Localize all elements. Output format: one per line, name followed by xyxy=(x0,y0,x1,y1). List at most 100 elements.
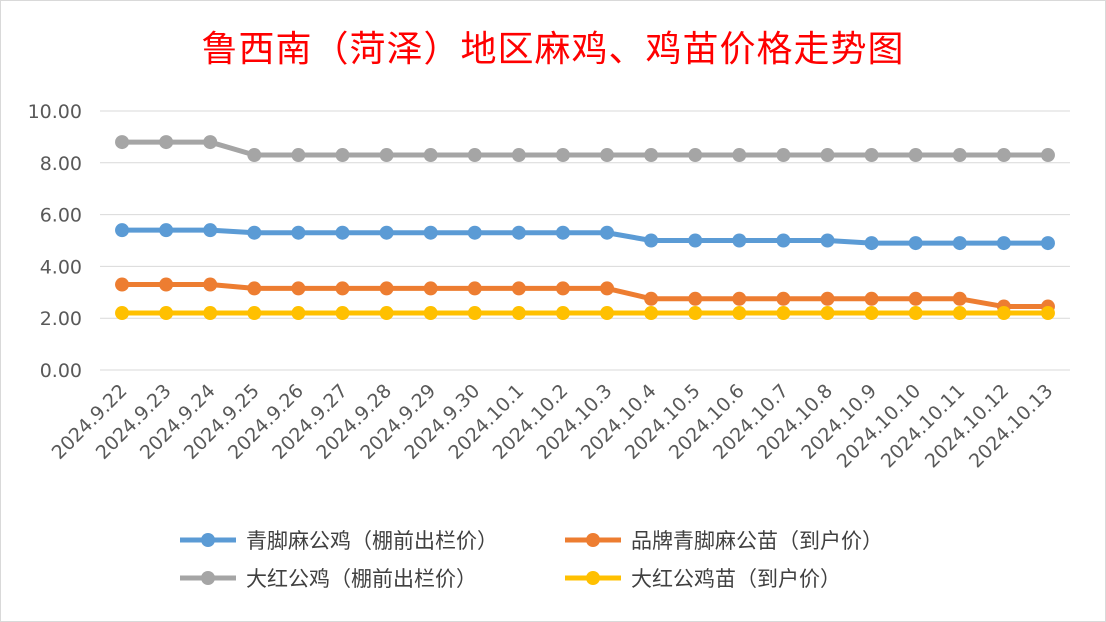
data-point xyxy=(247,281,262,296)
data-point xyxy=(291,148,306,163)
legend-item: 大红公鸡（棚前出栏价） xyxy=(180,567,477,591)
series-group xyxy=(115,135,1055,321)
legend-marker xyxy=(586,533,600,547)
data-point xyxy=(555,306,570,321)
data-point xyxy=(115,135,130,150)
data-point xyxy=(908,306,923,321)
data-point xyxy=(555,225,570,240)
legend-item: 青脚麻公鸡（棚前出栏价） xyxy=(180,529,498,553)
data-point xyxy=(423,306,438,321)
data-point xyxy=(379,148,394,163)
data-point xyxy=(952,236,967,251)
data-point xyxy=(423,281,438,296)
y-tick-label: 6.00 xyxy=(40,205,82,227)
data-point xyxy=(247,225,262,240)
data-point xyxy=(511,281,526,296)
data-point xyxy=(996,306,1011,321)
data-point xyxy=(335,148,350,163)
series-0 xyxy=(115,223,1055,251)
data-point xyxy=(952,306,967,321)
data-point xyxy=(335,225,350,240)
data-point xyxy=(644,291,659,306)
y-tick-label: 8.00 xyxy=(40,153,82,175)
legend-item: 品牌青脚麻公苗（到户价） xyxy=(565,529,883,553)
data-point xyxy=(379,225,394,240)
data-point xyxy=(335,306,350,321)
data-point xyxy=(644,306,659,321)
data-point xyxy=(511,148,526,163)
data-point xyxy=(864,148,879,163)
series-line xyxy=(122,227,1048,246)
data-point xyxy=(820,291,835,306)
data-point xyxy=(600,281,615,296)
legend: 青脚麻公鸡（棚前出栏价） 品牌青脚麻公苗（到户价） 大红公鸡（棚前出栏价） 大红公鸡苗… xyxy=(180,529,883,591)
data-point xyxy=(776,291,791,306)
y-tick-label: 2.00 xyxy=(40,308,82,330)
data-point xyxy=(203,223,218,238)
data-point xyxy=(555,281,570,296)
data-point xyxy=(379,281,394,296)
series-2 xyxy=(115,135,1055,163)
data-point xyxy=(115,223,130,238)
legend-label: 青脚麻公鸡（棚前出栏价） xyxy=(246,529,498,553)
data-point xyxy=(908,291,923,306)
data-point xyxy=(555,148,570,163)
data-point xyxy=(1040,306,1055,321)
data-point xyxy=(159,223,174,238)
data-point xyxy=(908,236,923,251)
data-point xyxy=(600,225,615,240)
legend-item: 大红公鸡苗（到户价） xyxy=(565,567,841,591)
data-point xyxy=(644,148,659,163)
series-line xyxy=(122,139,1048,158)
data-point xyxy=(1040,236,1055,251)
series-line xyxy=(122,282,1048,310)
data-point xyxy=(776,233,791,248)
legend-marker xyxy=(201,571,215,585)
y-axis: 0.00 2.00 4.00 6.00 8.00 10.00 xyxy=(28,101,82,382)
data-point xyxy=(952,291,967,306)
data-point xyxy=(732,291,747,306)
data-point xyxy=(203,135,218,150)
data-point xyxy=(732,148,747,163)
data-point xyxy=(115,306,130,321)
legend-label: 大红公鸡苗（到户价） xyxy=(631,567,841,591)
data-point xyxy=(423,148,438,163)
data-point xyxy=(820,148,835,163)
data-point xyxy=(203,277,218,292)
data-point xyxy=(600,306,615,321)
data-point xyxy=(467,306,482,321)
data-point xyxy=(688,233,703,248)
data-point xyxy=(600,148,615,163)
data-point xyxy=(732,306,747,321)
data-point xyxy=(864,236,879,251)
data-point xyxy=(335,281,350,296)
data-point xyxy=(467,281,482,296)
chart-title: 鲁西南（菏泽）地区麻鸡、鸡苗价格走势图 xyxy=(201,29,905,70)
data-point xyxy=(864,306,879,321)
legend-label: 大红公鸡（棚前出栏价） xyxy=(246,567,477,591)
data-point xyxy=(467,148,482,163)
data-point xyxy=(291,281,306,296)
data-point xyxy=(247,148,262,163)
data-point xyxy=(820,233,835,248)
data-point xyxy=(115,277,130,292)
data-point xyxy=(379,306,394,321)
data-point xyxy=(291,306,306,321)
legend-marker xyxy=(586,571,600,585)
data-point xyxy=(732,233,747,248)
data-point xyxy=(776,306,791,321)
legend-marker xyxy=(201,533,215,547)
data-point xyxy=(996,236,1011,251)
data-point xyxy=(159,306,174,321)
data-point xyxy=(247,306,262,321)
data-point xyxy=(688,291,703,306)
data-point xyxy=(864,291,879,306)
x-axis: 2024.9.222024.9.232024.9.242024.9.252024… xyxy=(48,380,1058,472)
legend-label: 品牌青脚麻公苗（到户价） xyxy=(631,529,883,553)
data-point xyxy=(688,148,703,163)
data-point xyxy=(203,306,218,321)
data-point xyxy=(159,277,174,292)
data-point xyxy=(776,148,791,163)
data-point xyxy=(820,306,835,321)
